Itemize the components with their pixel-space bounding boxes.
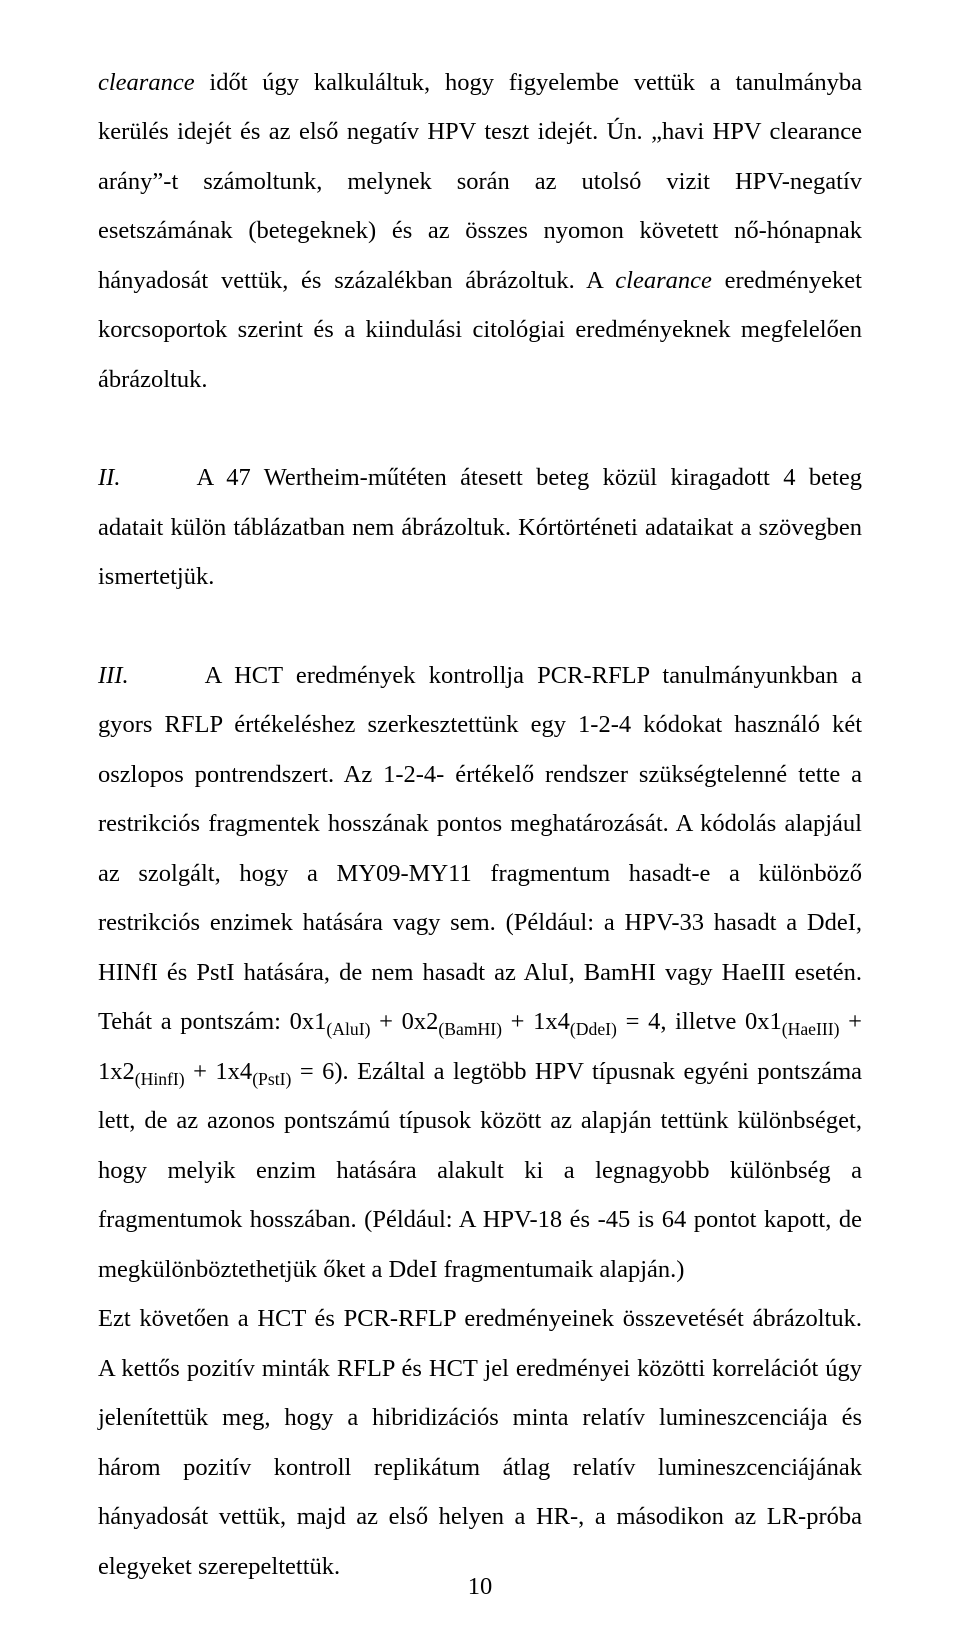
- p1-lead-italic: clearance: [98, 69, 195, 96]
- p3-sub6: (PstI): [252, 1069, 291, 1089]
- p3-text-d: = 4, illetve 0x1: [617, 1008, 782, 1035]
- p1-mid-italic: clearance: [615, 267, 712, 294]
- paragraph-2: II.A 47 Wertheim-műtéten átesett beteg k…: [98, 453, 862, 601]
- paragraph-1: clearance időt úgy kalkuláltuk, hogy fig…: [98, 58, 862, 404]
- p3-sub5: (HinfI): [135, 1069, 185, 1089]
- p3-sub3: (DdeI): [570, 1019, 617, 1039]
- p1-rest: időt úgy kalkuláltuk, hogy figyelembe ve…: [98, 69, 862, 294]
- body-text-block: clearance időt úgy kalkuláltuk, hogy fig…: [98, 58, 862, 1591]
- p2-text: A 47 Wertheim-műtéten átesett beteg közü…: [98, 464, 862, 590]
- p3-text-g: = 6). Ezáltal a legtöbb HPV típusnak egy…: [98, 1058, 862, 1283]
- p3-text-f: + 1x4: [185, 1058, 253, 1085]
- page-number: 10: [0, 1573, 960, 1601]
- p2-numeral: II.: [98, 464, 120, 491]
- paragraph-separator: [98, 404, 862, 453]
- p3-text-a: A HCT eredmények kontrollja PCR-RFLP tan…: [98, 662, 862, 1035]
- paragraph-3: III.A HCT eredmények kontrollja PCR-RFLP…: [98, 651, 862, 1294]
- p4-text: Ezt követően a HCT és PCR-RFLP eredménye…: [98, 1305, 862, 1579]
- p3-text-c: + 1x4: [502, 1008, 570, 1035]
- p3-numeral: III.: [98, 662, 129, 689]
- p3-sub4: (HaeIII): [782, 1019, 840, 1039]
- p3-text-b: + 0x2: [370, 1008, 438, 1035]
- p3-sub1: (AluI): [326, 1019, 370, 1039]
- paragraph-4: Ezt követően a HCT és PCR-RFLP eredménye…: [98, 1294, 862, 1591]
- page: clearance időt úgy kalkuláltuk, hogy fig…: [0, 0, 960, 1631]
- p3-sub2: (BamHI): [438, 1019, 502, 1039]
- paragraph-separator: [98, 602, 862, 651]
